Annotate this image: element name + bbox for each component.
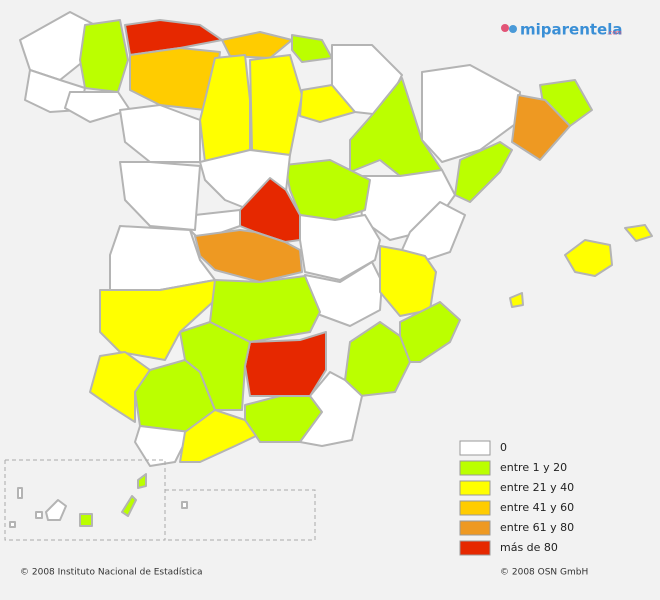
province bbox=[509, 292, 524, 308]
province bbox=[134, 425, 191, 467]
province bbox=[291, 34, 333, 63]
legend-label: entre 1 y 20 bbox=[500, 461, 567, 474]
logo-icon bbox=[509, 25, 517, 33]
legend-swatch bbox=[459, 460, 491, 476]
legend-swatch bbox=[459, 520, 491, 536]
island bbox=[137, 473, 147, 489]
province bbox=[244, 331, 327, 397]
legend: 0 entre 1 y 20 entre 21 y 40 entre 41 y 60 e… bbox=[459, 440, 574, 556]
inset-box bbox=[4, 459, 166, 541]
island bbox=[181, 501, 188, 509]
province bbox=[421, 64, 521, 163]
island bbox=[35, 511, 43, 519]
province bbox=[179, 409, 257, 463]
province bbox=[64, 91, 131, 123]
province bbox=[299, 84, 356, 123]
island bbox=[45, 499, 67, 521]
province bbox=[624, 224, 653, 242]
island bbox=[121, 495, 137, 517]
province bbox=[194, 229, 303, 283]
province bbox=[511, 94, 571, 161]
logo: miparentela .com bbox=[501, 21, 623, 39]
legend-label: entre 61 y 80 bbox=[500, 521, 574, 534]
province bbox=[89, 351, 151, 423]
island bbox=[79, 513, 93, 527]
inset-box bbox=[165, 489, 316, 541]
legend-label: 0 bbox=[500, 441, 507, 454]
legend-label: entre 21 y 40 bbox=[500, 481, 574, 494]
logo-text: miparentela bbox=[520, 21, 623, 39]
province bbox=[284, 159, 371, 221]
legend-label: más de 80 bbox=[500, 541, 558, 554]
legend-swatch bbox=[459, 480, 491, 496]
province bbox=[119, 161, 201, 231]
province bbox=[221, 31, 293, 59]
province bbox=[299, 371, 363, 447]
copyright-left: © 2008 Instituto Nacional de Estadística bbox=[20, 568, 203, 578]
provinces bbox=[19, 11, 653, 467]
island bbox=[9, 521, 16, 528]
copyright-right: © 2008 OSN GmbH bbox=[500, 568, 588, 578]
province bbox=[79, 19, 129, 93]
island bbox=[17, 487, 23, 499]
legend-swatch bbox=[459, 540, 491, 556]
legend-swatch bbox=[459, 500, 491, 516]
province bbox=[179, 321, 251, 411]
province bbox=[249, 54, 303, 156]
canary-islands bbox=[4, 459, 316, 541]
province bbox=[564, 239, 613, 277]
logo-suffix: .com bbox=[607, 30, 622, 37]
logo-icon bbox=[501, 24, 509, 32]
legend-swatch bbox=[459, 440, 491, 456]
province bbox=[299, 214, 381, 281]
legend-label: entre 41 y 60 bbox=[500, 501, 574, 514]
province bbox=[379, 245, 437, 317]
